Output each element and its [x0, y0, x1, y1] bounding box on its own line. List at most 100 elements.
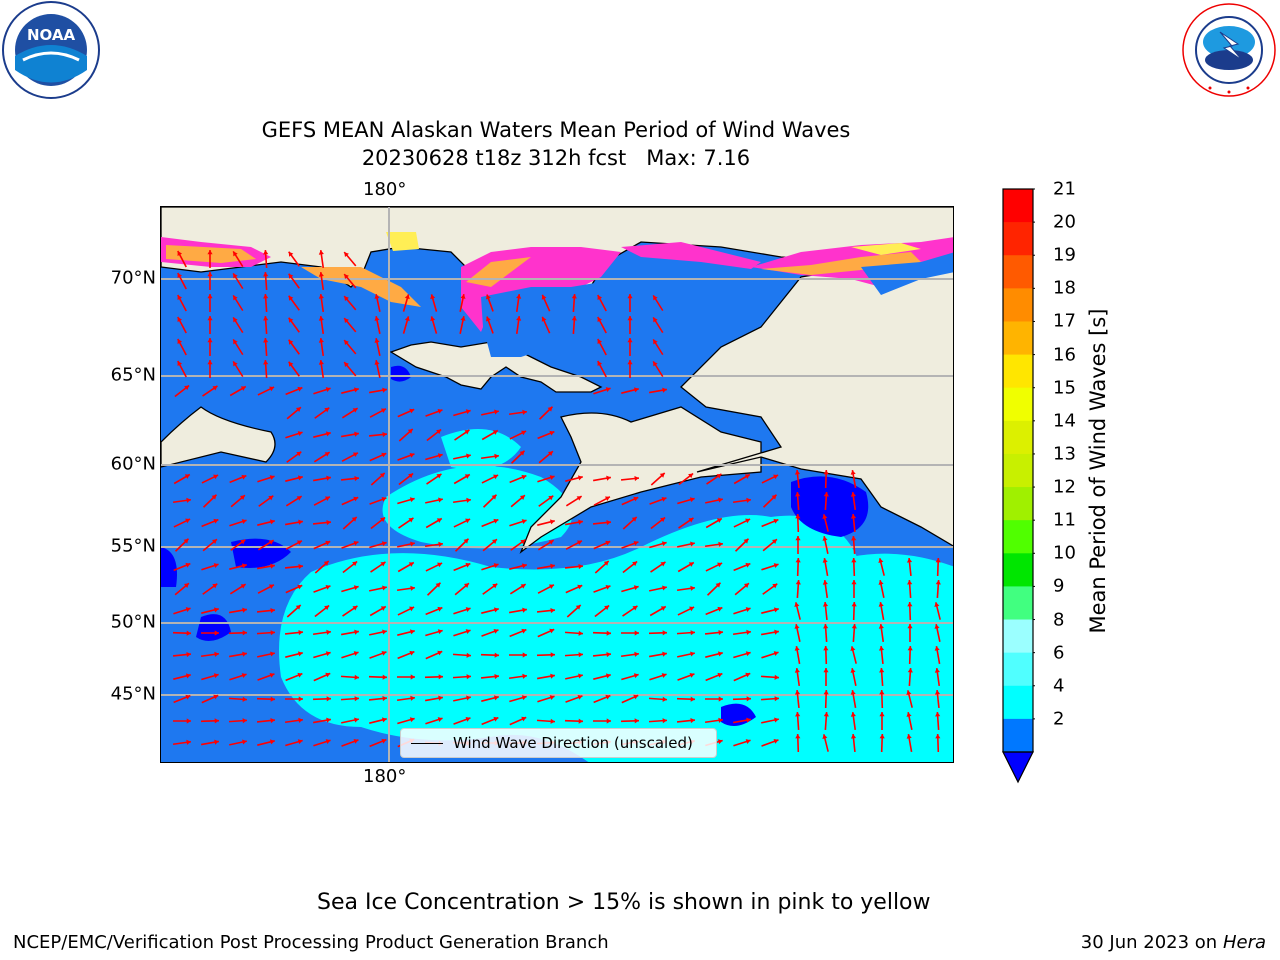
wind-wave-arrowhead [408, 473, 414, 479]
wind-wave-arrowhead [409, 606, 415, 612]
wind-wave-arrowhead [603, 560, 609, 566]
wind-wave-arrowhead [288, 251, 294, 257]
wind-wave-arrowhead [325, 431, 331, 437]
wind-wave-arrowhead [463, 538, 469, 544]
wind-wave-arrowhead [850, 734, 857, 739]
colorbar-tick-label: 14 [1053, 410, 1076, 432]
colorbar-tick-label: 8 [1053, 609, 1065, 631]
wind-wave-arrowhead [794, 690, 801, 695]
wind-wave-arrowhead [465, 409, 471, 415]
wind-wave-arrowhead [773, 518, 779, 524]
wind-wave-arrowhead [823, 712, 829, 717]
wind-wave-arrowhead [550, 607, 555, 614]
wind-wave-arrowhead [516, 294, 522, 299]
wind-wave-arrowhead [466, 497, 471, 503]
colorbar-segment [1003, 553, 1033, 587]
wind-wave-arrowhead [268, 495, 274, 501]
wind-wave-arrowhead [550, 673, 555, 679]
wind-wave-arrowhead [634, 651, 639, 657]
lat-label-45n: 45°N [110, 683, 156, 705]
wind-wave-arrowhead [213, 694, 219, 700]
wind-wave-arrowhead [297, 672, 303, 678]
wind-wave-arrowhead [297, 651, 303, 657]
wind-wave-arrowhead [571, 316, 577, 321]
wind-wave-arrowhead [381, 541, 387, 547]
wind-wave-arrowhead [183, 538, 189, 544]
colorbar-tick-label: 15 [1053, 377, 1076, 399]
wind-wave-arrowhead [851, 558, 857, 563]
wind-wave-arrowhead [746, 629, 751, 635]
wind-wave-arrowhead [745, 651, 751, 657]
lat-label-50n: 50°N [110, 611, 156, 633]
wind-wave-arrowhead [381, 738, 387, 744]
wind-wave-arrowhead [746, 497, 751, 503]
lat-label-60n: 60°N [110, 453, 156, 475]
wind-wave-arrowhead [605, 387, 611, 392]
wind-wave-arrowhead [578, 652, 583, 658]
wind-wave-arrowhead [184, 474, 190, 479]
wind-wave-arrowhead [550, 718, 555, 724]
wind-wave-arrowhead [771, 494, 777, 500]
wind-wave-arrowhead [653, 295, 658, 301]
wind-wave-arrowhead [548, 495, 554, 501]
wind-wave-arrowhead [353, 540, 359, 546]
wind-wave-arrowhead [662, 718, 667, 724]
wind-wave-arrowhead [717, 672, 723, 678]
wind-wave-arrowhead [606, 718, 611, 724]
wind-wave-arrowhead [743, 538, 749, 544]
wind-wave-arrowhead [634, 475, 639, 482]
wind-wave-arrowhead [212, 583, 218, 589]
wind-wave-arrowhead [353, 651, 359, 656]
wind-wave-arrowhead [822, 602, 829, 607]
wind-wave-arrowhead [354, 475, 359, 482]
wind-wave-arrowhead [661, 673, 667, 678]
colorbar-segment [1003, 420, 1033, 455]
wind-wave-arrowhead [823, 470, 829, 475]
colorbar-scale [1002, 188, 1037, 784]
wind-wave-arrowhead [326, 475, 331, 481]
wind-wave-arrowhead [239, 495, 245, 500]
wind-wave-arrowhead [430, 294, 436, 300]
wind-wave-arrowhead [689, 672, 695, 678]
wind-wave-arrowhead [318, 316, 324, 321]
nws-logo [1180, 2, 1278, 98]
colorbar-tick-label: 21 [1053, 178, 1076, 200]
wind-wave-arrowhead [794, 602, 800, 608]
wind-wave-arrowhead [659, 472, 665, 478]
wind-wave-arrowhead [521, 628, 527, 634]
graticule [161, 207, 953, 762]
wind-wave-arrowhead [268, 540, 274, 545]
wind-wave-arrowhead [288, 317, 294, 323]
wind-wave-arrowhead [380, 606, 386, 611]
wind-wave-arrowhead [774, 717, 779, 723]
colorbar-segment [1003, 520, 1033, 554]
wind-wave-arrowhead [435, 582, 441, 588]
wind-wave-arrowhead [288, 339, 294, 345]
colorbar-segment [1003, 586, 1033, 621]
wind-wave-arrowhead [716, 518, 722, 523]
wind-wave-arrowhead [653, 339, 658, 345]
wind-wave-arrowhead [465, 562, 471, 568]
wind-wave-arrowhead [460, 294, 466, 299]
wind-wave-arrowhead [177, 361, 183, 367]
wind-wave-arrowhead [352, 408, 358, 413]
wind-wave-arrowhead [823, 646, 829, 651]
wind-wave-arrowhead [318, 338, 324, 343]
wind-wave-arrowhead [207, 338, 213, 343]
wind-wave-arrowhead [795, 492, 801, 497]
wind-wave-arrowhead [186, 739, 191, 745]
wind-wave-arrowhead [773, 651, 779, 656]
wind-wave-arrowhead [213, 518, 219, 524]
wind-wave-arrowhead [463, 583, 469, 588]
colorbar-segment [1003, 387, 1033, 422]
wind-wave-arrowhead [718, 717, 723, 723]
wind-wave-arrowhead [632, 561, 638, 567]
colorbar-tick-label: 10 [1053, 542, 1076, 564]
wind-wave-arrowhead [263, 294, 269, 299]
wind-wave-arrowhead [717, 739, 723, 745]
wind-wave-arrowhead [410, 674, 415, 680]
wind-wave-arrowhead [935, 734, 941, 739]
wind-wave-arrowhead [715, 582, 721, 588]
wind-wave-arrowhead [436, 518, 442, 523]
wind-wave-arrowhead [541, 294, 547, 300]
